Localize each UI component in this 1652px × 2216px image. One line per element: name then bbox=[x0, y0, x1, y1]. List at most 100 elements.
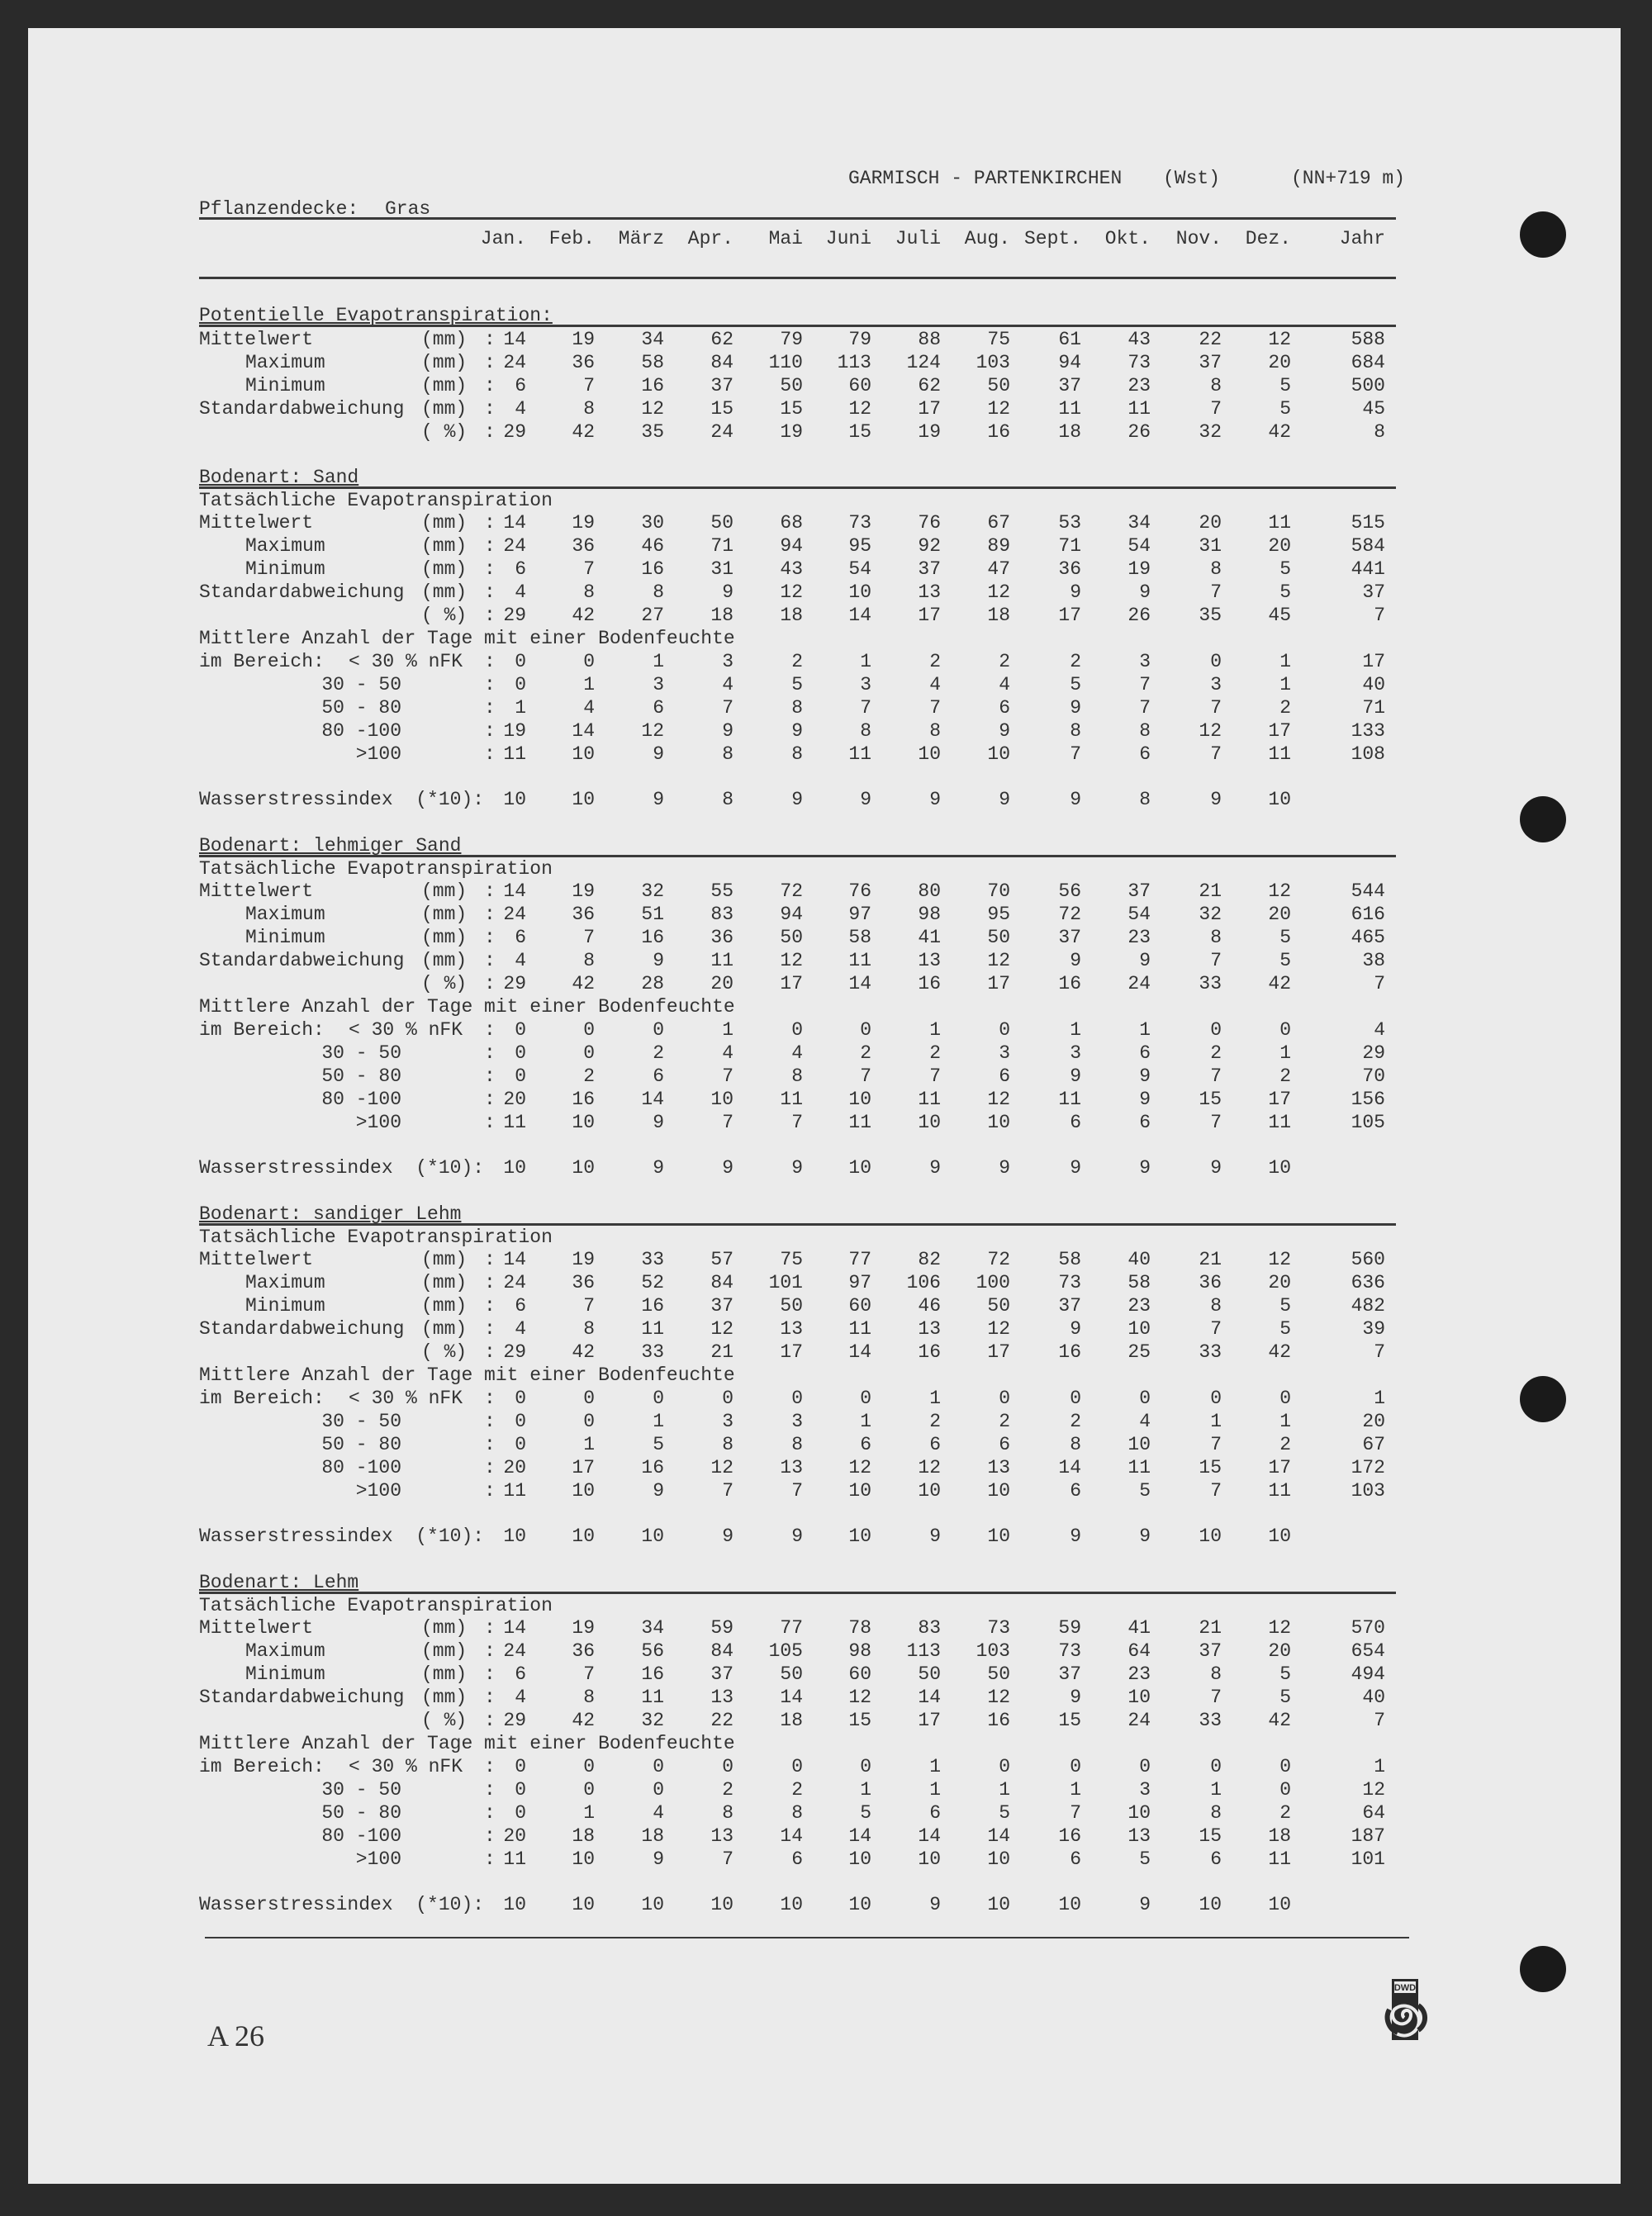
table-cell: 101 bbox=[768, 1272, 803, 1293]
table-cell: 4 bbox=[722, 674, 733, 695]
table-cell: 9 bbox=[929, 1526, 941, 1547]
table-cell: 570 bbox=[1351, 1617, 1385, 1639]
table-cell: 7 bbox=[722, 1848, 733, 1870]
colon: : bbox=[484, 558, 496, 580]
table-cell: 15 bbox=[1199, 1825, 1222, 1847]
table-cell: 14 bbox=[780, 1687, 803, 1708]
table-cell: 7 bbox=[1374, 605, 1385, 626]
table-cell: 7 bbox=[583, 1295, 595, 1317]
table-cell: 17 bbox=[1268, 1457, 1291, 1478]
table-cell: 1 bbox=[583, 674, 595, 695]
table-cell: 27 bbox=[641, 605, 664, 626]
elevation: (NN+719 m) bbox=[1291, 168, 1406, 189]
table-cell: 7 bbox=[722, 697, 733, 719]
table-cell: 0 bbox=[583, 1779, 595, 1801]
table-cell: 58 bbox=[1058, 1249, 1081, 1270]
table-cell: 36 bbox=[572, 352, 595, 373]
table-cell: 12 bbox=[710, 1457, 733, 1478]
month-header: Okt. bbox=[1104, 228, 1151, 249]
row-label: Maximum bbox=[245, 904, 325, 925]
table-cell: 0 bbox=[791, 1019, 803, 1041]
section-divider bbox=[199, 1592, 1396, 1594]
table-cell: 1 bbox=[1139, 1019, 1151, 1041]
table-cell: 9 bbox=[722, 1157, 733, 1179]
table-cell: 10 bbox=[503, 1894, 526, 1915]
table-cell: 12 bbox=[987, 1687, 1010, 1708]
table-cell: 465 bbox=[1351, 927, 1385, 948]
table-cell: 1 bbox=[1070, 1019, 1081, 1041]
table-cell: 10 bbox=[987, 1480, 1010, 1502]
table-cell: 654 bbox=[1351, 1640, 1385, 1662]
table-cell: 45 bbox=[1268, 605, 1291, 626]
row-unit: (mm) bbox=[421, 398, 468, 420]
colon: : bbox=[484, 1457, 496, 1478]
table-cell: 20 bbox=[1268, 535, 1291, 557]
table-cell: 0 bbox=[860, 1388, 871, 1409]
table-cell: 0 bbox=[515, 1779, 526, 1801]
colon: : bbox=[484, 743, 496, 765]
table-cell: 12 bbox=[987, 950, 1010, 971]
table-cell: 10 bbox=[848, 1526, 871, 1547]
table-cell: 18 bbox=[1268, 1825, 1291, 1847]
table-cell: 50 bbox=[780, 1663, 803, 1685]
section-title: Bodenart: lehmiger Sand bbox=[199, 835, 462, 857]
table-cell: 103 bbox=[976, 1640, 1010, 1662]
cover-value: Gras bbox=[385, 198, 431, 220]
table-cell: 7 bbox=[860, 697, 871, 719]
table-cell: 2 bbox=[1279, 1802, 1291, 1824]
table-cell: 17 bbox=[1362, 651, 1385, 672]
table-cell: 5 bbox=[999, 1802, 1010, 1824]
table-cell: 11 bbox=[1268, 512, 1291, 534]
table-cell: 5 bbox=[1279, 558, 1291, 580]
page-number: A 26 bbox=[207, 2019, 265, 2052]
table-cell: 77 bbox=[780, 1617, 803, 1639]
table-cell: 2 bbox=[1279, 697, 1291, 719]
table-cell: 7 bbox=[722, 1065, 733, 1087]
colon: : bbox=[484, 352, 496, 373]
table-cell: 10 bbox=[780, 1894, 803, 1915]
table-cell: 15 bbox=[1058, 1710, 1081, 1731]
table-cell: 1 bbox=[929, 1779, 941, 1801]
table-cell: 8 bbox=[1374, 421, 1385, 443]
colon: : bbox=[484, 1272, 496, 1293]
table-cell: 16 bbox=[1058, 973, 1081, 994]
row-unit: (mm) bbox=[421, 904, 468, 925]
table-cell: 7 bbox=[929, 1065, 941, 1087]
table-cell: 20 bbox=[1268, 1272, 1291, 1293]
table-cell: 79 bbox=[780, 329, 803, 350]
row-unit: ( %) bbox=[421, 1710, 468, 1731]
table-cell: 10 bbox=[572, 1848, 595, 1870]
colon: : bbox=[484, 1065, 496, 1087]
table-cell: 11 bbox=[848, 950, 871, 971]
table-cell: 40 bbox=[1362, 1687, 1385, 1708]
table-cell: 3 bbox=[722, 651, 733, 672]
table-cell: 56 bbox=[641, 1640, 664, 1662]
table-cell: 0 bbox=[515, 1802, 526, 1824]
table-cell: 7 bbox=[1374, 973, 1385, 994]
colon: : bbox=[484, 329, 496, 350]
table-cell: 10 bbox=[1058, 1894, 1081, 1915]
table-cell: 3 bbox=[653, 674, 664, 695]
table-cell: 3 bbox=[1139, 651, 1151, 672]
table-cell: 24 bbox=[1127, 1710, 1151, 1731]
table-cell: 5 bbox=[1279, 1318, 1291, 1340]
table-cell: 36 bbox=[572, 1640, 595, 1662]
table-cell: 6 bbox=[515, 558, 526, 580]
table-cell: 3 bbox=[999, 1042, 1010, 1064]
range-label: < 30 % nFK bbox=[349, 1756, 463, 1777]
table-cell: 92 bbox=[918, 535, 941, 557]
table-cell: 8 bbox=[583, 398, 595, 420]
table-cell: 2 bbox=[929, 1411, 941, 1432]
table-cell: 25 bbox=[1127, 1341, 1151, 1363]
table-cell: 0 bbox=[1139, 1388, 1151, 1409]
colon: : bbox=[484, 1019, 496, 1041]
table-cell: 73 bbox=[987, 1617, 1010, 1639]
table-cell: 50 bbox=[780, 1295, 803, 1317]
table-cell: 8 bbox=[1139, 789, 1151, 810]
table-cell: 9 bbox=[860, 789, 871, 810]
table-cell: 6 bbox=[515, 927, 526, 948]
table-cell: 17 bbox=[572, 1457, 595, 1478]
table-cell: 5 bbox=[1279, 927, 1291, 948]
section-divider bbox=[199, 486, 1396, 489]
table-cell: 10 bbox=[572, 743, 595, 765]
